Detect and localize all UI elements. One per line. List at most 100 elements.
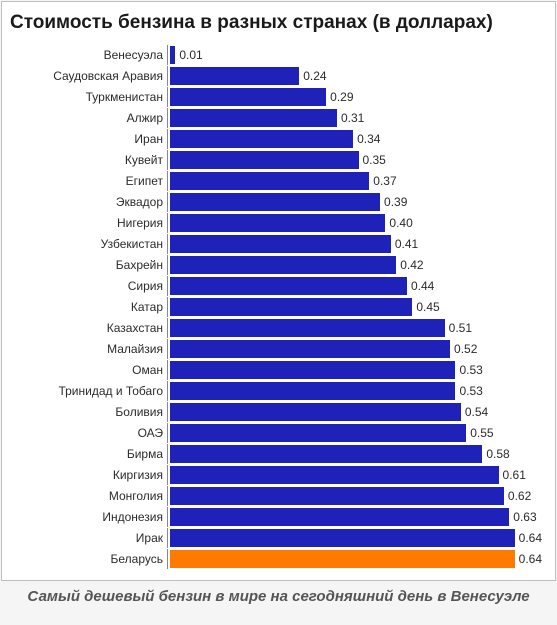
bar xyxy=(170,214,385,232)
chart-row: Бирма 0.58 xyxy=(8,444,547,464)
category-label: Бахрейн xyxy=(8,258,167,272)
category-label: Ирак xyxy=(8,531,167,545)
category-label: Боливия xyxy=(8,405,167,419)
value-label: 0.53 xyxy=(455,363,482,377)
chart-card: Стоимость бензина в разных странах (в до… xyxy=(1,1,556,581)
chart-caption: Самый дешевый бензин в мире на сегодняшн… xyxy=(1,587,556,607)
value-label: 0.29 xyxy=(326,90,353,104)
category-label: Кувейт xyxy=(8,153,167,167)
chart-row: Беларусь0.64 xyxy=(8,549,547,569)
category-label: Оман xyxy=(8,363,167,377)
category-label: Беларусь xyxy=(8,552,167,566)
category-label: Саудовская Аравия xyxy=(8,69,167,83)
value-label: 0.35 xyxy=(359,153,386,167)
bar-wrap: 0.41 xyxy=(170,234,547,254)
chart-row: Монголия0.62 xyxy=(8,486,547,506)
chart-row: Индонезия0.63 xyxy=(8,507,547,527)
category-label: Катар xyxy=(8,300,167,314)
value-label: 0.34 xyxy=(353,132,380,146)
value-label: 0.58 xyxy=(482,447,509,461)
chart-row: ОАЭ0.55 xyxy=(8,423,547,443)
bar-wrap: 0.39 xyxy=(170,192,547,212)
bar xyxy=(170,319,445,337)
bar-wrap: 0.31 xyxy=(170,108,547,128)
chart-row: Сирия 0.44 xyxy=(8,276,547,296)
value-label: 0.40 xyxy=(385,216,412,230)
bar-wrap: 0.63 xyxy=(170,507,547,527)
value-label: 0.01 xyxy=(175,48,202,62)
bar-wrap: 0.35 xyxy=(170,150,547,170)
category-label: Киргизия xyxy=(8,468,167,482)
chart-row: Венесуэла 0.01 xyxy=(8,45,547,65)
value-label: 0.52 xyxy=(450,342,477,356)
category-label: Малайзия xyxy=(8,342,167,356)
category-label: Бирма xyxy=(8,447,167,461)
bar-wrap: 0.44 xyxy=(170,276,547,296)
chart-row: Узбекистан0.41 xyxy=(8,234,547,254)
value-label: 0.63 xyxy=(509,510,536,524)
chart-row: Туркменистан 0.29 xyxy=(8,87,547,107)
category-label: Тринидад и Тобаго xyxy=(8,384,167,398)
chart-row: Малайзия 0.52 xyxy=(8,339,547,359)
category-label: Иран xyxy=(8,132,167,146)
value-label: 0.51 xyxy=(445,321,472,335)
bar xyxy=(170,487,504,505)
value-label: 0.53 xyxy=(455,384,482,398)
value-label: 0.42 xyxy=(396,258,423,272)
value-label: 0.39 xyxy=(380,195,407,209)
category-label: Египет xyxy=(8,174,167,188)
bar-wrap: 0.58 xyxy=(170,444,547,464)
chart-row: Ирак 0.64 xyxy=(8,528,547,548)
bar-wrap: 0.24 xyxy=(170,66,547,86)
chart-row: Катар 0.45 xyxy=(8,297,547,317)
bar-wrap: 0.29 xyxy=(170,87,547,107)
bar-wrap: 0.52 xyxy=(170,339,547,359)
bar xyxy=(170,340,450,358)
category-label: Монголия xyxy=(8,489,167,503)
chart-row: Боливия 0.54 xyxy=(8,402,547,422)
bar-wrap: 0.64 xyxy=(170,528,547,548)
bar xyxy=(170,445,482,463)
chart-row: Саудовская Аравия 0.24 xyxy=(8,66,547,86)
bar xyxy=(170,403,461,421)
category-label: Сирия xyxy=(8,279,167,293)
bar-wrap: 0.37 xyxy=(170,171,547,191)
bar xyxy=(170,88,326,106)
value-label: 0.54 xyxy=(461,405,488,419)
bar xyxy=(170,361,455,379)
bar-wrap: 0.40 xyxy=(170,213,547,233)
chart-row: Иран 0.34 xyxy=(8,129,547,149)
bar-wrap: 0.45 xyxy=(170,297,547,317)
bar-wrap: 0.64 xyxy=(170,549,547,569)
bar xyxy=(170,151,359,169)
value-label: 0.44 xyxy=(407,279,434,293)
chart-row: Кувейт 0.35 xyxy=(8,150,547,170)
category-label: Нигерия xyxy=(8,216,167,230)
bar-wrap: 0.54 xyxy=(170,402,547,422)
chart-row: Эквадор 0.39 xyxy=(8,192,547,212)
bar xyxy=(170,550,515,568)
value-label: 0.41 xyxy=(391,237,418,251)
value-label: 0.24 xyxy=(299,69,326,83)
value-label: 0.45 xyxy=(412,300,439,314)
bar xyxy=(170,130,353,148)
bar xyxy=(170,235,391,253)
category-label: Эквадор xyxy=(8,195,167,209)
bar-wrap: 0.51 xyxy=(170,318,547,338)
bar xyxy=(170,109,337,127)
bar-wrap: 0.55 xyxy=(170,423,547,443)
bar xyxy=(170,256,396,274)
bar xyxy=(170,193,380,211)
category-label: Венесуэла xyxy=(8,48,167,62)
value-label: 0.37 xyxy=(369,174,396,188)
bar xyxy=(170,508,509,526)
value-label: 0.64 xyxy=(515,531,542,545)
chart-title: Стоимость бензина в разных странах (в до… xyxy=(10,12,545,35)
category-label: Казахстан xyxy=(8,321,167,335)
bar-wrap: 0.53 xyxy=(170,360,547,380)
category-label: Туркменистан xyxy=(8,90,167,104)
bar xyxy=(170,529,515,547)
chart-row: Нигерия 0.40 xyxy=(8,213,547,233)
bar-wrap: 0.62 xyxy=(170,486,547,506)
bar-wrap: 0.42 xyxy=(170,255,547,275)
